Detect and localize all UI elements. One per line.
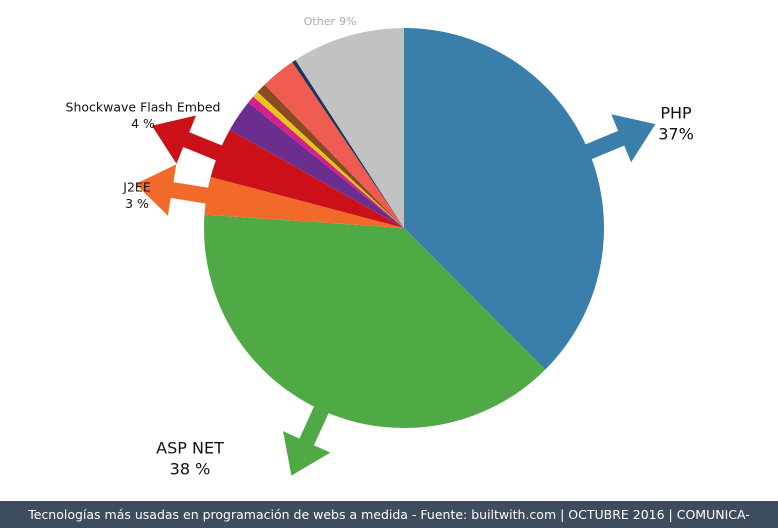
pie-slice: [204, 176, 404, 228]
slice-name: PHP: [660, 104, 692, 123]
slice-name: J2EE: [122, 180, 151, 195]
pointer-arrow: [283, 393, 335, 476]
pie-slice: [264, 62, 404, 228]
slice-name: Shockwave Flash Embed: [66, 100, 221, 115]
pie-slice: [229, 102, 404, 228]
pie-slice: [253, 91, 404, 228]
slice-value: 38 %: [170, 459, 211, 478]
slice-value: 9%: [339, 15, 356, 28]
slice-value: 3 %: [125, 196, 149, 211]
slice-value: 4 %: [131, 116, 155, 131]
footer: Tecnologías más usadas en programación d…: [0, 501, 778, 528]
pie-slice: [210, 129, 404, 228]
pie-slice: [292, 60, 404, 228]
pointer-arrow: [135, 164, 223, 216]
slice-name: Other: [304, 15, 336, 28]
pointer-arrow: [151, 115, 236, 166]
pointer-arrow: [571, 114, 656, 165]
pie-slice: [248, 96, 404, 228]
pie-slice: [295, 28, 404, 228]
pie-slice: [404, 28, 604, 370]
slice-value: 37%: [658, 124, 694, 143]
slice-name: ASP NET: [156, 439, 224, 458]
pie-slice: [257, 84, 404, 228]
pie-slice: [204, 214, 546, 428]
